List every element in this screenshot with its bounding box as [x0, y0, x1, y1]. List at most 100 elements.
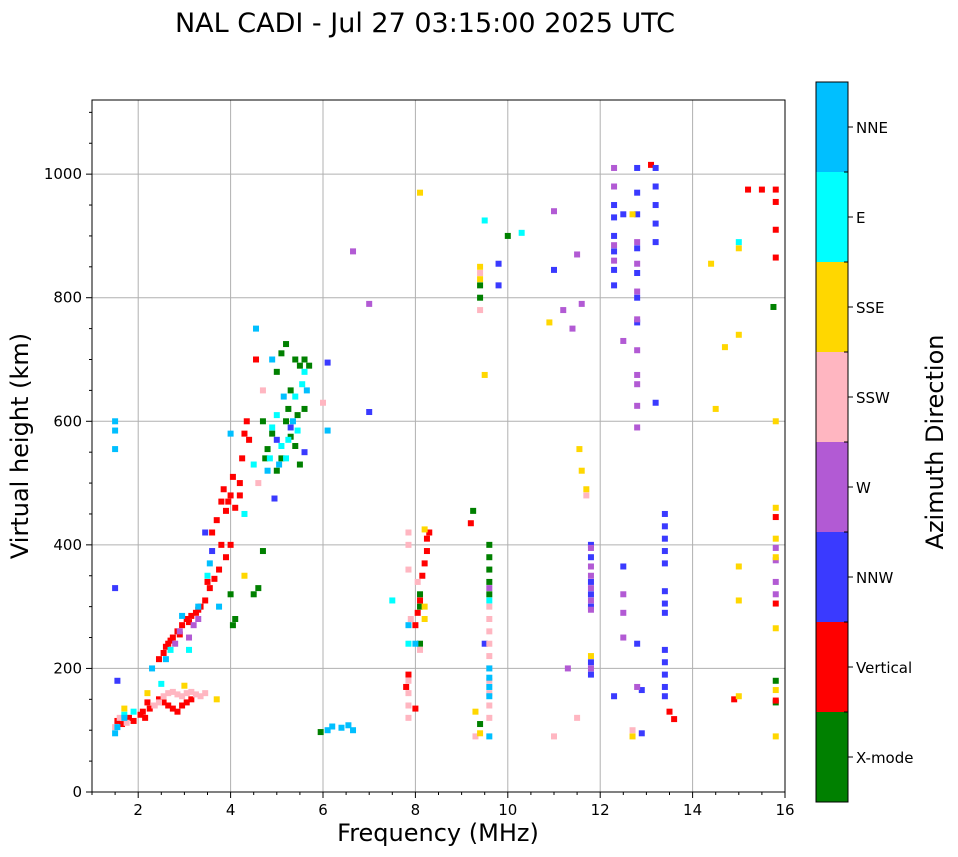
data-point — [634, 683, 641, 690]
data-point — [486, 578, 493, 585]
data-point — [273, 436, 280, 443]
data-point — [495, 282, 502, 289]
data-point — [324, 727, 331, 734]
data-point — [285, 436, 292, 443]
data-point — [183, 616, 190, 622]
data-point — [419, 572, 426, 579]
colorbar-tick-label: X-mode — [856, 749, 913, 767]
data-point — [772, 557, 779, 564]
data-point — [611, 266, 618, 273]
data-point — [209, 529, 216, 536]
data-point — [423, 548, 430, 555]
data-point — [611, 164, 618, 171]
data-point — [179, 612, 186, 619]
data-point — [167, 637, 174, 644]
data-point — [421, 560, 428, 567]
data-point — [486, 628, 493, 635]
data-point — [611, 183, 618, 190]
data-point — [620, 211, 627, 218]
data-point — [405, 702, 412, 709]
data-point — [259, 418, 266, 425]
data-point — [278, 455, 285, 462]
data-point — [620, 337, 627, 344]
data-point — [155, 699, 162, 706]
data-point — [634, 402, 641, 409]
data-point — [227, 430, 234, 437]
data-point — [486, 693, 493, 700]
data-point — [250, 461, 257, 468]
data-point — [229, 622, 236, 629]
data-point — [167, 646, 174, 653]
chart-title: NAL CADI - Jul 27 03:15:00 2025 UTC — [175, 8, 675, 39]
data-point — [292, 443, 299, 449]
data-point — [195, 616, 202, 622]
data-point — [222, 554, 229, 561]
data-point — [421, 603, 428, 610]
data-point — [192, 609, 199, 616]
data-point — [301, 368, 308, 375]
data-point — [652, 202, 659, 209]
data-point — [405, 529, 412, 536]
data-point — [273, 368, 280, 375]
data-point — [259, 387, 266, 394]
data-point — [417, 640, 424, 647]
data-point — [735, 331, 742, 338]
data-point — [204, 572, 211, 579]
data-point — [211, 575, 218, 582]
data-point — [472, 733, 479, 740]
data-point — [146, 705, 153, 712]
series-ssw — [112, 270, 636, 740]
data-point — [255, 480, 262, 487]
data-point — [735, 245, 742, 252]
data-point — [661, 523, 668, 530]
data-point — [144, 690, 151, 697]
data-point — [486, 733, 493, 740]
data-point — [634, 239, 641, 246]
data-point — [389, 597, 396, 604]
data-point — [423, 535, 430, 542]
data-point — [206, 560, 213, 567]
data-point — [119, 721, 126, 728]
data-point — [112, 585, 119, 592]
data-point — [634, 211, 641, 218]
data-point — [712, 405, 719, 412]
data-point — [587, 554, 594, 561]
data-point — [225, 498, 232, 505]
data-point — [421, 526, 428, 533]
data-point — [227, 492, 234, 499]
data-point — [583, 492, 590, 499]
y-tick-label: 800 — [53, 289, 82, 307]
data-point — [405, 714, 412, 721]
data-point — [611, 282, 618, 289]
data-point — [169, 705, 176, 712]
data-point — [407, 616, 414, 622]
data-point — [661, 548, 668, 555]
data-point — [560, 307, 567, 314]
data-point — [576, 446, 583, 453]
data-point — [551, 733, 557, 740]
y-tick-label: 0 — [72, 783, 82, 801]
data-point — [634, 316, 641, 323]
data-point — [569, 325, 576, 332]
data-point — [620, 609, 627, 616]
data-point — [652, 399, 659, 406]
data-point — [301, 356, 308, 363]
data-point — [611, 248, 618, 255]
data-point — [216, 566, 223, 573]
data-point — [620, 563, 627, 570]
data-point — [772, 600, 779, 607]
data-point — [350, 727, 357, 734]
data-point — [405, 671, 412, 678]
data-point — [162, 643, 169, 650]
data-point — [634, 294, 641, 301]
data-point — [629, 727, 636, 734]
data-point — [155, 696, 162, 703]
colorbar-segment — [816, 622, 848, 712]
data-point — [634, 371, 641, 378]
x-tick-label: 4 — [226, 801, 236, 819]
data-point — [477, 276, 484, 283]
data-point — [486, 683, 493, 690]
data-point — [179, 693, 186, 700]
data-point — [190, 622, 197, 629]
data-point — [266, 455, 273, 462]
